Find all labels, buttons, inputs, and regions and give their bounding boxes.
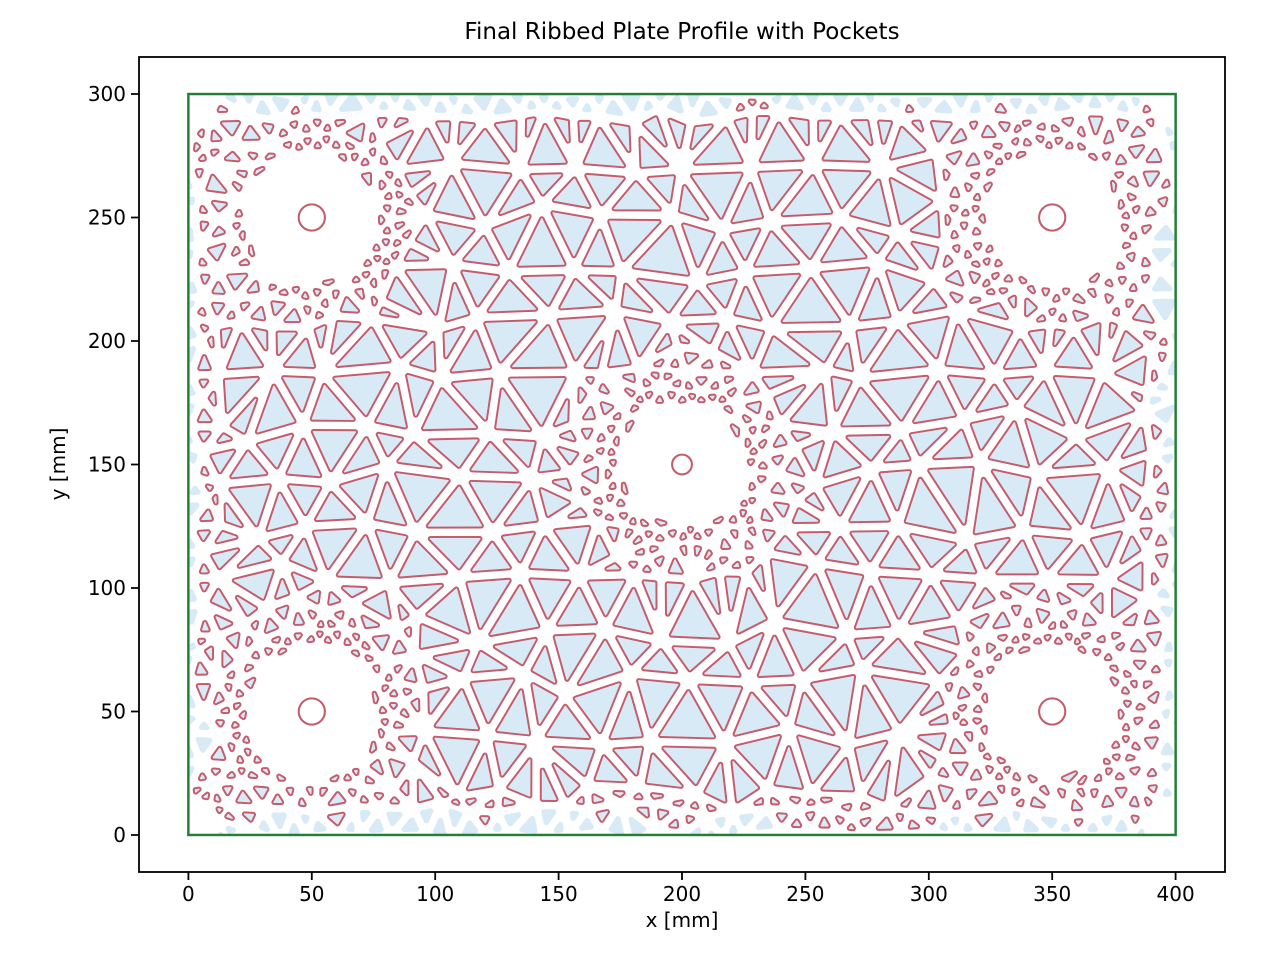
x-tick-label: 50 xyxy=(299,882,324,906)
x-tick-label: 250 xyxy=(786,882,824,906)
x-tick-label: 150 xyxy=(540,882,578,906)
plate-outline xyxy=(187,92,1177,837)
y-tick-label: 200 xyxy=(88,329,126,353)
bolt-hole xyxy=(1038,203,1067,232)
x-tick-label: 0 xyxy=(182,882,195,906)
chart-title: Final Ribbed Plate Profile with Pockets xyxy=(464,19,900,45)
center-hole xyxy=(671,453,693,476)
x-tick-label: 400 xyxy=(1157,882,1195,906)
y-tick-label: 300 xyxy=(88,82,126,106)
bolt-hole xyxy=(297,203,326,232)
y-tick-label: 0 xyxy=(113,823,126,847)
y-tick-label: 50 xyxy=(101,700,126,724)
x-tick-label: 100 xyxy=(416,882,454,906)
bolt-hole xyxy=(1038,697,1067,726)
x-axis-label: x [mm] xyxy=(645,908,719,932)
tick-marks xyxy=(131,93,1177,880)
y-tick-label: 100 xyxy=(88,576,126,600)
pocket-pattern xyxy=(188,94,1176,835)
y-tick-label: 250 xyxy=(88,206,126,230)
pocket-fills xyxy=(194,100,1169,830)
bolt-hole xyxy=(297,697,326,726)
x-tick-label: 300 xyxy=(910,882,948,906)
x-tick-label: 200 xyxy=(663,882,701,906)
x-tick-label: 350 xyxy=(1033,882,1071,906)
clipped-pockets xyxy=(188,94,1176,835)
y-tick-label: 150 xyxy=(88,453,126,477)
